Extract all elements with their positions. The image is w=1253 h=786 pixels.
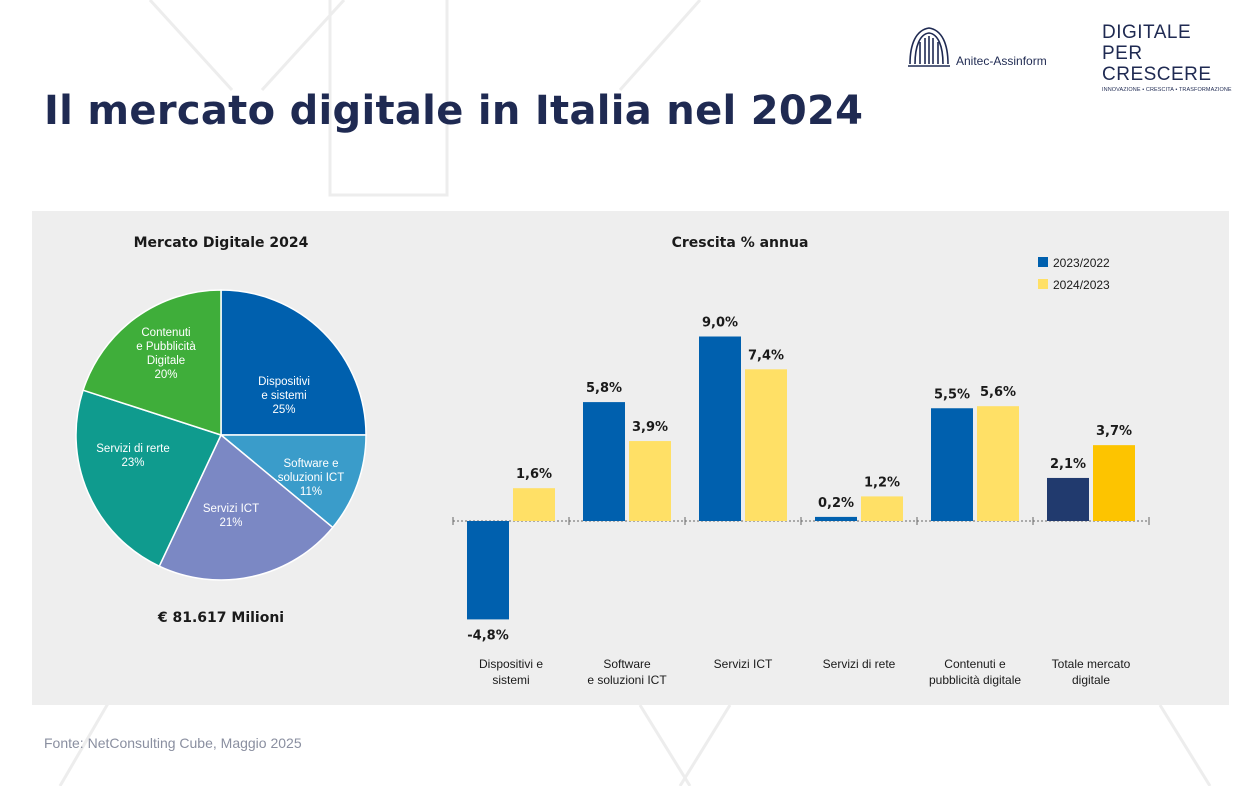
bar-5-series-1 — [931, 408, 973, 521]
pie-slice-label-5-line-4: 20% — [154, 369, 177, 381]
bar-value-label-5-1: 5,5% — [934, 387, 970, 402]
pie-slice-label-2-line-1: Software e — [284, 458, 339, 470]
bar-value-label-2-2: 3,9% — [632, 420, 668, 435]
pie-slice-label-2-line-3: 11% — [300, 486, 322, 498]
pie-slice-label-5-line-1: Contenuti — [141, 327, 190, 339]
legend-label-1: 2023/2022 — [1053, 256, 1110, 270]
pie-slice-3 — [158, 433, 334, 581]
legend-swatch-2 — [1038, 279, 1048, 289]
bar-6-series-1 — [1047, 477, 1089, 521]
bar-5-series-2 — [977, 406, 1019, 521]
bar-6-series-2 — [1093, 445, 1135, 521]
bar-value-label-6-2: 3,7% — [1096, 424, 1132, 439]
pie-slice-label-3-line-1: Servizi ICT — [203, 503, 259, 515]
pie-slice-label-5-line-2: e Pubblicità — [136, 341, 196, 353]
bar-value-label-1-2: 1,6% — [516, 467, 552, 482]
page-title: Il mercato digitale in Italia nel 2024 — [44, 88, 864, 134]
pie-slice-label-5-line-3: Digitale — [147, 355, 185, 367]
source-note: Fonte: NetConsulting Cube, Maggio 2025 — [44, 735, 302, 751]
digitale-logo-line2: PER CRESCERE — [1102, 43, 1212, 85]
anitec-logo-text: Anitec-Assinform — [956, 54, 1047, 68]
category-label-1-line-2: sistemi — [492, 673, 529, 687]
category-label-6-line-1: Totale mercato — [1052, 657, 1131, 671]
pie-slice-label-1-line-1: Dispositivi — [258, 376, 310, 388]
pie-slice-label-4-line-1: Servizi di rerte — [96, 443, 170, 455]
category-label-4-line-1: Servizi di rete — [823, 657, 896, 671]
bar-value-label-3-1: 9,0% — [702, 316, 738, 331]
category-label-1-line-1: Dispositivi e — [479, 657, 543, 671]
pie-slice-label-1-line-3: 25% — [272, 404, 295, 416]
pie-slice-label-2-line-2: soluzioni ICT — [278, 472, 344, 484]
bar-3-series-2 — [745, 369, 787, 521]
category-label-3-line-1: Servizi ICT — [714, 657, 773, 671]
pie-slice-4 — [75, 389, 223, 568]
pie-slice-5 — [82, 289, 222, 437]
bar-1-series-2 — [513, 488, 555, 521]
category-label-2-line-1: Software — [603, 657, 651, 671]
chart-panel: Mercato Digitale 2024 Dispositivi e sistem… — [32, 211, 1229, 705]
category-label-2-line-2: e soluzioni ICT — [587, 673, 667, 687]
category-label-6-line-2: digitale — [1072, 673, 1110, 687]
pie-total-label: € 81.617 Milioni — [157, 610, 284, 626]
digitale-logo-tagline: INNOVAZIONE • CRESCITA • TRASFORMAZIONE — [1102, 87, 1232, 93]
legend-swatch-1 — [1038, 257, 1048, 267]
bar-value-label-5-2: 5,6% — [980, 385, 1016, 400]
bar-value-label-6-1: 2,1% — [1050, 457, 1086, 472]
bar-4-series-1 — [815, 516, 857, 521]
pie-slice-label-3-line-2: 21% — [219, 517, 242, 529]
bar-title: Crescita % annua — [672, 235, 809, 251]
pie-title: Mercato Digitale 2024 — [134, 235, 309, 251]
bar-4-series-2 — [861, 496, 903, 521]
category-label-5-line-2: pubblicità digitale — [929, 673, 1021, 687]
bar-value-label-4-2: 1,2% — [864, 475, 900, 490]
bar-value-label-1-1: -4,8% — [467, 628, 508, 643]
bar-2-series-2 — [629, 441, 671, 521]
legend-label-2: 2024/2023 — [1053, 278, 1110, 292]
pie-slice-1 — [220, 289, 367, 436]
pie-slice-2 — [218, 434, 367, 529]
bar-value-label-2-1: 5,8% — [586, 381, 622, 396]
anitec-column-icon — [908, 27, 950, 67]
digitale-per-crescere-logo: DIGITALE PER CRESCERE INNOVAZIONE • CRES… — [1102, 22, 1242, 93]
charts-canvas: Mercato Digitale 2024 Dispositivi e sistem… — [75, 235, 1150, 687]
pie-slice-label-1-line-2: e sistemi — [261, 390, 306, 402]
bar-value-label-3-2: 7,4% — [748, 348, 784, 363]
digitale-logo-line1: DIGITALE — [1102, 22, 1192, 43]
anitec-assinform-logo: Anitec-Assinform — [906, 24, 1076, 72]
bar-2-series-1 — [583, 402, 625, 521]
bar-1-series-1 — [467, 521, 509, 620]
bar-value-label-4-1: 0,2% — [818, 496, 854, 511]
bar-3-series-1 — [699, 336, 741, 521]
category-label-5-line-1: Contenuti e — [944, 657, 1006, 671]
pie-slice-label-4-line-2: 23% — [121, 457, 144, 469]
